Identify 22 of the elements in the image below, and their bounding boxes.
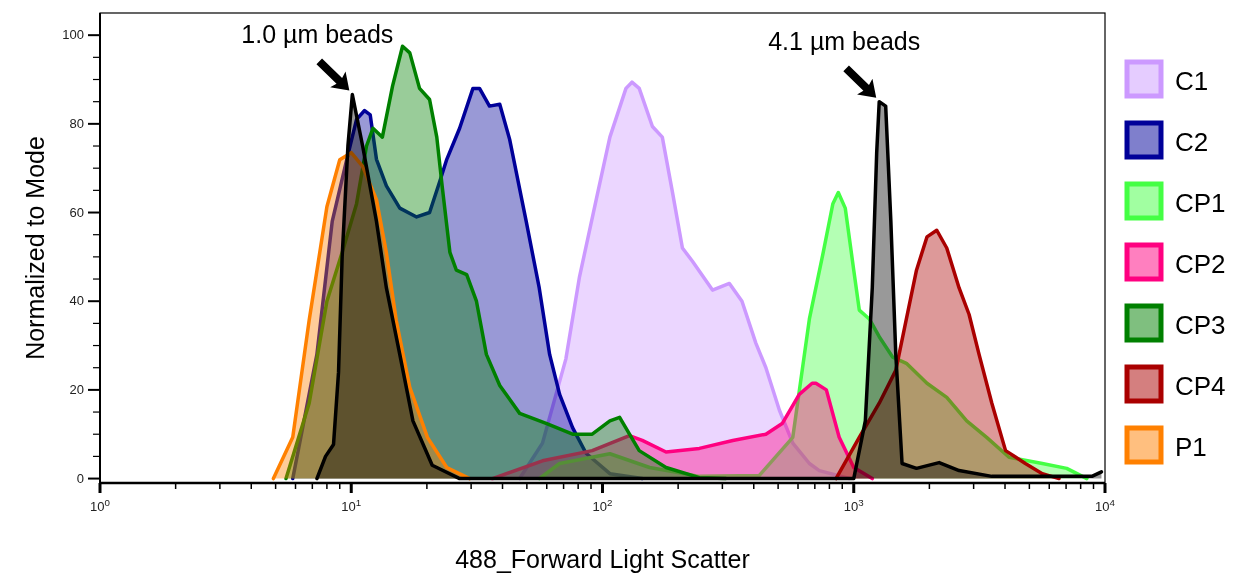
y-tick-label: 60 [69,204,84,220]
y-tick-label: 80 [69,115,84,131]
legend-label: CP3 [1175,310,1226,340]
legend-label: C1 [1175,66,1209,96]
legend-label: P1 [1175,432,1207,462]
x-tick-label: 10$^{2}$ [592,496,613,514]
y-tick-label: 40 [69,293,84,309]
y-tick-label: 20 [69,381,84,397]
annotation: 1.0 µm beads [241,19,394,48]
legend-label: CP2 [1175,249,1226,279]
x-axis-title: 488_Forward Light Scatter [455,545,750,573]
x-tick-label: 10$^{4}$ [1095,496,1116,514]
legend-label: C2 [1175,127,1209,157]
legend-label: CP4 [1175,371,1226,401]
annotation: 4.1 µm beads [768,26,921,55]
y-tick-label: 100 [62,27,84,43]
y-axis-title: Normalized to Mode [21,136,49,360]
x-tick-label: 10$^{1}$ [341,496,362,514]
x-tick-label: 10$^{3}$ [843,496,864,514]
y-tick-label: 0 [76,470,84,486]
legend-label: CP1 [1175,188,1226,218]
x-tick-label: 10$^{0}$ [90,496,111,514]
